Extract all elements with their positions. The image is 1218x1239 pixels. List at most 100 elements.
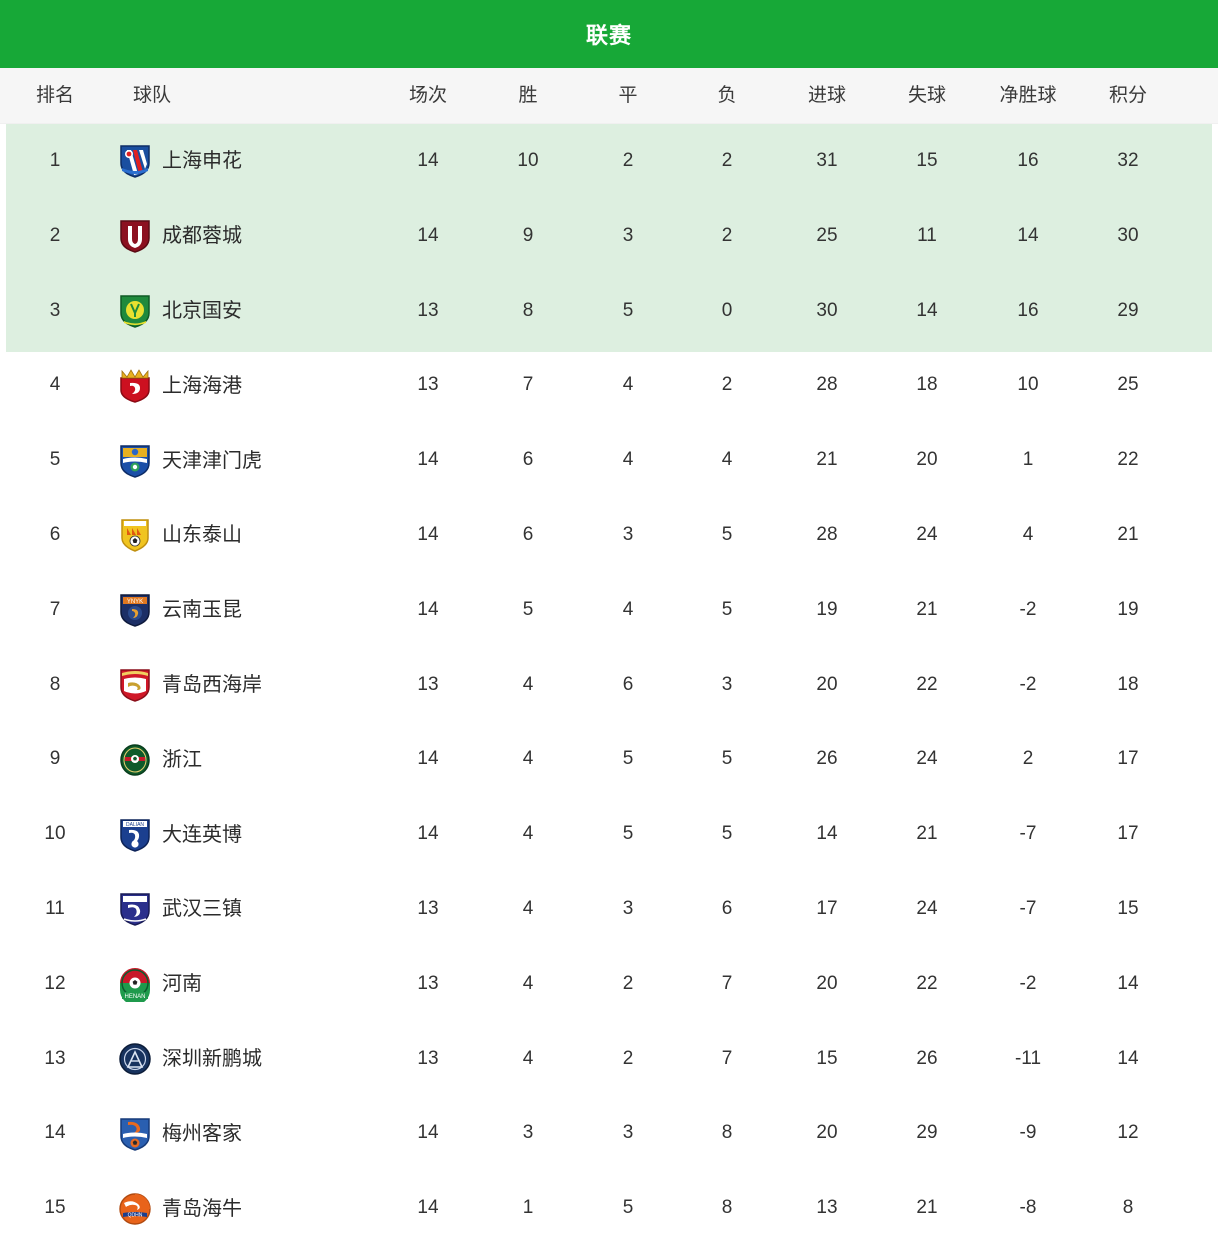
cell-draw: 5 <box>622 748 634 770</box>
team-name: 深圳新鹏城 <box>162 1047 262 1070</box>
team-cell[interactable]: 武汉三镇 <box>118 872 388 947</box>
cell-ga: 21 <box>916 1197 938 1219</box>
rank-value: 15 <box>44 1197 66 1219</box>
cell-loss: 5 <box>721 748 733 770</box>
shanghai-shenhua-logo <box>118 143 152 179</box>
team-cell[interactable]: DALIAN 大连英博 <box>118 797 388 872</box>
table-row[interactable]: 8 青岛西海岸 13 4 6 3 20 22 -2 18 <box>0 648 1218 723</box>
cell-pts: 14 <box>1117 1047 1139 1069</box>
table-row[interactable]: 10 DALIAN 大连英博 14 4 5 5 14 21 -7 17 <box>0 797 1218 872</box>
table-row[interactable]: 9 浙江 14 4 5 5 26 24 2 17 <box>0 722 1218 797</box>
team-cell[interactable]: 北京国安 <box>118 274 388 349</box>
rank-value: 14 <box>44 1122 66 1144</box>
rank-value: 8 <box>49 673 61 695</box>
team-cell[interactable]: 浙江 <box>118 722 388 797</box>
cell-gd: 4 <box>1022 523 1034 545</box>
cell-gf: 20 <box>816 972 838 994</box>
team-cell[interactable]: QDHN 青岛海牛 <box>118 1171 388 1239</box>
cell-pts: 17 <box>1117 823 1139 845</box>
table-row[interactable]: 1 上海申花 14 10 2 2 31 15 16 32 <box>0 124 1218 199</box>
cell-gf: 28 <box>816 374 838 396</box>
cell-ga: 18 <box>916 374 938 396</box>
table-row[interactable]: 15 QDHN 青岛海牛 14 1 5 8 13 21 -8 8 <box>0 1171 1218 1239</box>
cell-played: 13 <box>417 374 439 396</box>
column-header-gf[interactable]: 进球 <box>807 85 847 106</box>
table-row[interactable]: 5 天津津门虎 14 6 4 4 21 20 1 22 <box>0 423 1218 498</box>
table-row[interactable]: 7 YNYK 云南玉昆 14 5 4 5 19 21 -2 19 <box>0 573 1218 648</box>
cell-played: 13 <box>417 897 439 919</box>
team-cell[interactable]: 成都蓉城 <box>118 199 388 274</box>
cell-pts: 22 <box>1117 449 1139 471</box>
cell-loss: 7 <box>721 1047 733 1069</box>
column-header-win[interactable]: 胜 <box>518 85 538 106</box>
cell-gf: 25 <box>816 224 838 246</box>
cell-gf: 30 <box>816 299 838 321</box>
team-name: 天津津门虎 <box>162 449 262 472</box>
team-cell[interactable]: 梅州客家 <box>118 1096 388 1171</box>
cell-ga: 29 <box>916 1122 938 1144</box>
wuhan-three-towns-logo <box>118 891 152 927</box>
beijing-guoan-logo <box>118 293 152 329</box>
cell-win: 4 <box>522 1047 534 1069</box>
table-row[interactable]: 4 上海海港 13 7 4 2 28 18 10 25 <box>0 348 1218 423</box>
team-name: 青岛海牛 <box>162 1197 242 1220</box>
cell-draw: 4 <box>622 374 634 396</box>
team-cell[interactable]: 青岛西海岸 <box>118 648 388 723</box>
cell-win: 4 <box>522 897 534 919</box>
cell-pts: 29 <box>1117 299 1139 321</box>
table-row[interactable]: 6 山东泰山 14 6 3 5 28 24 4 21 <box>0 498 1218 573</box>
cell-played: 13 <box>417 1047 439 1069</box>
cell-gd: -7 <box>1019 823 1037 845</box>
henan-logo: HENAN <box>118 966 152 1003</box>
table-row[interactable]: 14 梅州客家 14 3 3 8 20 29 -9 12 <box>0 1096 1218 1171</box>
cell-ga: 21 <box>916 598 938 620</box>
column-header-team[interactable]: 球队 <box>133 85 172 106</box>
yunnan-yukun-logo: YNYK <box>118 592 152 628</box>
cell-loss: 4 <box>721 449 733 471</box>
cell-loss: 0 <box>721 299 733 321</box>
team-cell[interactable]: 上海申花 <box>118 124 388 199</box>
team-cell[interactable]: 山东泰山 <box>118 498 388 573</box>
cell-loss: 8 <box>721 1122 733 1144</box>
team-name: 浙江 <box>162 748 202 771</box>
table-row[interactable]: 3 北京国安 13 8 5 0 30 14 16 29 <box>0 274 1218 349</box>
column-header-played[interactable]: 场次 <box>408 85 448 106</box>
cell-pts: 14 <box>1117 972 1139 994</box>
table-row[interactable]: 12 HENAN 河南 13 4 2 7 20 22 -2 14 <box>0 947 1218 1022</box>
cell-gd: 2 <box>1022 748 1034 770</box>
cell-pts: 18 <box>1117 673 1139 695</box>
cell-pts: 19 <box>1117 598 1139 620</box>
cell-gd: -8 <box>1019 1197 1037 1219</box>
column-header-pts[interactable]: 积分 <box>1108 85 1148 106</box>
column-header-draw[interactable]: 平 <box>618 85 638 106</box>
column-header-rank[interactable]: 排名 <box>35 85 74 106</box>
team-cell[interactable]: 天津津门虎 <box>118 423 388 498</box>
team-cell[interactable]: 上海海港 <box>118 348 388 423</box>
cell-win: 8 <box>522 299 534 321</box>
cell-draw: 3 <box>622 897 634 919</box>
cell-draw: 4 <box>622 449 634 471</box>
rank-value: 7 <box>49 598 61 620</box>
team-cell[interactable]: YNYK 云南玉昆 <box>118 573 388 648</box>
table-row[interactable]: 11 武汉三镇 13 4 3 6 17 24 -7 15 <box>0 872 1218 947</box>
table-row[interactable]: 2 成都蓉城 14 9 3 2 25 11 14 30 <box>0 199 1218 274</box>
table-row[interactable]: 13 深圳新鹏城 13 4 2 7 15 26 -11 14 <box>0 1022 1218 1097</box>
cell-played: 14 <box>417 523 439 545</box>
cell-win: 4 <box>522 972 534 994</box>
cell-win: 6 <box>522 523 534 545</box>
chengdu-rongcheng-logo <box>118 218 152 254</box>
qingdao-west-coast-logo <box>118 667 152 703</box>
column-header-loss[interactable]: 负 <box>717 85 737 106</box>
cell-played: 14 <box>417 598 439 620</box>
cell-gd: -9 <box>1019 1122 1037 1144</box>
cell-loss: 3 <box>721 673 733 695</box>
cell-draw: 5 <box>622 823 634 845</box>
dalian-yingbo-logo: DALIAN <box>118 817 152 853</box>
cell-played: 14 <box>417 224 439 246</box>
team-cell[interactable]: 深圳新鹏城 <box>118 1022 388 1097</box>
team-cell[interactable]: HENAN 河南 <box>118 947 388 1022</box>
column-header-gd[interactable]: 净胜球 <box>999 85 1057 106</box>
column-header-ga[interactable]: 失球 <box>907 85 947 106</box>
cell-ga: 24 <box>916 748 938 770</box>
team-name: 云南玉昆 <box>162 599 242 622</box>
